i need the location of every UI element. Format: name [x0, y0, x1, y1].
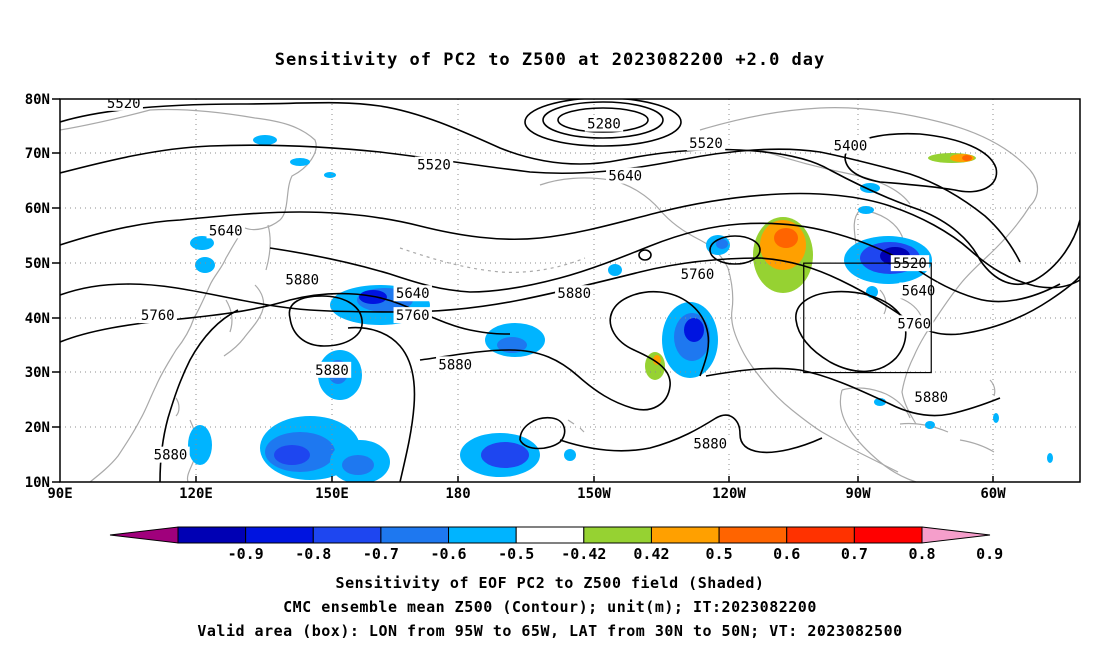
lat-label-80n: 80N — [25, 92, 50, 108]
colorbar-segment — [515, 526, 585, 544]
contour-label: 5640 — [396, 286, 430, 302]
contour-label: 5880 — [315, 363, 349, 379]
contour-label-bg — [895, 315, 934, 332]
contour-label-bg — [555, 285, 594, 302]
lat-label-50n: 50N — [25, 256, 50, 272]
contour-label: 5880 — [914, 390, 948, 406]
plot-title: Sensitivity of PC2 to Z500 at 2023082200… — [274, 50, 826, 70]
lat-label-40n: 40N — [25, 311, 50, 327]
contour-label-bg — [436, 356, 475, 373]
lon-label-90e: 90E — [47, 486, 72, 502]
contour-label: 5520 — [417, 158, 451, 174]
colorbar-tick-label: -0.42 — [561, 545, 606, 563]
contour-label: 5760 — [141, 308, 175, 324]
lat-label-60n: 60N — [25, 201, 50, 217]
colorbar-tick-label: 0.42 — [633, 545, 669, 563]
colorbar-tick-label: 0.5 — [706, 545, 733, 563]
contour-label: 5400 — [834, 139, 868, 155]
colorbar-tick-label: 0.8 — [908, 545, 935, 563]
valid-area-box — [803, 262, 932, 374]
contour-label-layer: 5520 5280 5520 5520 5400 5640 5640 5880 5640 5760… — [104, 96, 951, 464]
contour-label: 5760 — [681, 267, 715, 283]
lon-ticks — [195, 476, 994, 482]
contour-label: 5640 — [608, 169, 642, 185]
graticule — [60, 99, 1080, 482]
lat-label-70n: 70N — [25, 146, 50, 162]
longitude-labels: 90E 120E 150E 180 150W 120W 90W 60W — [47, 486, 1006, 502]
contour-label-bg — [393, 307, 432, 324]
z500-contours — [60, 99, 1080, 482]
colorbar-extend-high — [921, 526, 991, 544]
colorbar-segment — [245, 526, 314, 544]
colorbar-extend-low — [109, 526, 179, 544]
contour-label-bg — [206, 222, 245, 239]
contour-label-bg — [414, 156, 454, 173]
colorbar-tick-label: 0.7 — [841, 545, 868, 563]
contour-label: 5760 — [897, 316, 931, 332]
contour-label: 5880 — [154, 448, 188, 464]
latitude-labels: 10N 20N 30N 40N 50N 60N 70N 80N — [25, 92, 50, 491]
contour-label-bg — [899, 282, 938, 299]
colorbar-segment — [177, 526, 247, 544]
contour-label-bg — [606, 167, 645, 184]
footer-line-1: Sensitivity of EOF PC2 to Z500 field (Sh… — [335, 574, 765, 592]
lon-label-150w: 150W — [577, 486, 611, 502]
colorbar: -0.9 -0.8 -0.7 -0.6 -0.5 -0.42 0.42 0.5 0.6 0.7 0.… — [109, 526, 1003, 563]
contour-label: 5520 — [689, 136, 723, 152]
contour-label-bg — [151, 446, 190, 463]
contour-label-bg — [678, 266, 717, 283]
colorbar-segment — [448, 526, 517, 544]
lat-label-30n: 30N — [25, 365, 50, 381]
contour-label: 5520 — [893, 256, 927, 272]
contour-label: 5520 — [107, 96, 141, 112]
map-frame — [59, 98, 1081, 483]
contour-label: 5760 — [396, 308, 430, 324]
colorbar-tick-label: -0.5 — [498, 545, 534, 563]
contour-label-bg — [584, 115, 624, 132]
colorbar-tick-label: -0.7 — [363, 545, 399, 563]
lat-ticks — [52, 98, 60, 483]
colorbar-segment — [786, 526, 855, 544]
colorbar-segment — [312, 526, 382, 544]
contour-label-bg — [283, 271, 322, 288]
contour-label-bg — [312, 361, 352, 378]
colorbar-tick-label: 0.6 — [773, 545, 800, 563]
contour-label: 5280 — [587, 117, 621, 133]
lat-label-20n: 20N — [25, 420, 50, 436]
colorbar-segment — [853, 526, 923, 544]
lat-label-10n: 10N — [25, 475, 50, 491]
colorbar-segment — [583, 526, 652, 544]
contour-label-bg — [831, 137, 870, 154]
contour-label: 5880 — [557, 286, 591, 302]
lon-label-180: 180 — [445, 486, 470, 502]
contour-label-bg — [138, 307, 177, 324]
contour-label-bg — [691, 435, 730, 452]
colorbar-tick-label: 0.9 — [976, 545, 1003, 563]
footer-line-2: CMC ensemble mean Z500 (Contour); unit(m… — [283, 598, 817, 616]
colorbar-segment — [718, 526, 788, 544]
colorbar-segment — [650, 526, 720, 544]
lon-label-90w: 90W — [845, 486, 871, 502]
contour-label: 5640 — [209, 223, 243, 239]
lon-label-150e: 150E — [315, 486, 349, 502]
lon-label-120w: 120W — [712, 486, 746, 502]
contour-label: 5880 — [285, 273, 319, 289]
contour-label-bg — [104, 99, 143, 111]
contour-label: 5880 — [438, 357, 472, 373]
contour-label-bg — [912, 389, 951, 406]
contour-label-bg — [393, 285, 432, 302]
colorbar-segment — [380, 526, 450, 544]
colorbar-tick-label: -0.6 — [430, 545, 466, 563]
sensitivity-shading — [188, 135, 1053, 482]
colorbar-tick-label: -0.8 — [295, 545, 331, 563]
colorbar-tick-label: -0.9 — [228, 545, 264, 563]
contour-label: 5880 — [693, 437, 727, 453]
contour-label-bg — [686, 134, 726, 151]
lon-label-120e: 120E — [179, 486, 213, 502]
lon-label-60w: 60W — [980, 486, 1006, 502]
contour-label: 5640 — [902, 284, 936, 300]
footer-line-3: Valid area (box): LON from 95W to 65W, L… — [197, 622, 903, 640]
